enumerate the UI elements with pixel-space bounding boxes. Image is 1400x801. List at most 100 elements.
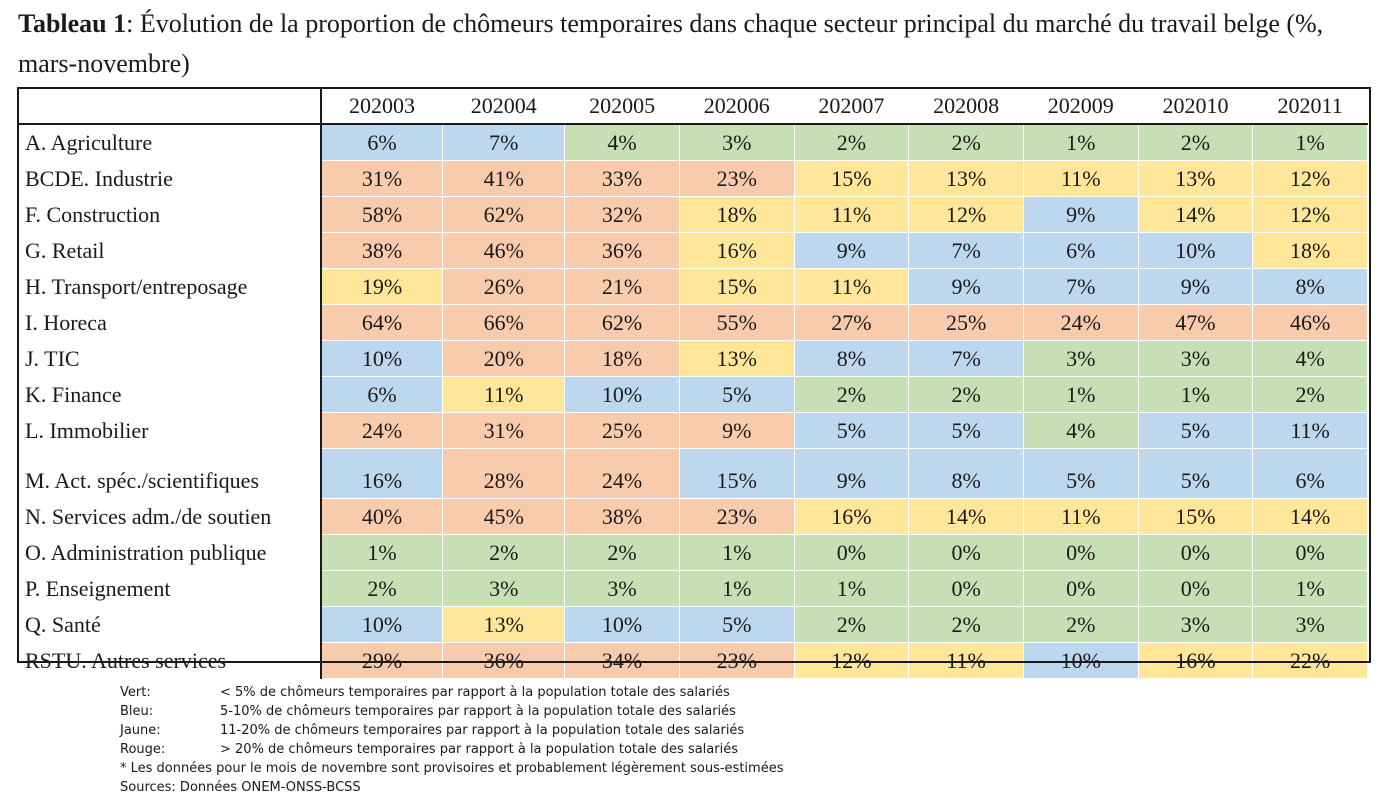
value-cell: 46% (442, 232, 566, 269)
value-cell: 3% (442, 570, 566, 607)
table-title-text: : Évolution de la proportion de chômeurs… (18, 9, 1324, 78)
value-cell: 13% (678, 340, 795, 377)
value-cell: 11% (1022, 160, 1139, 197)
value-cell: 2% (564, 534, 680, 571)
value-cell: 13% (442, 606, 566, 643)
value-cell: 10% (320, 606, 444, 643)
value-cell: 0% (1252, 534, 1368, 571)
value-cell: 0% (1137, 534, 1254, 571)
value-cell: 62% (564, 304, 680, 341)
value-cell: 41% (442, 160, 566, 197)
column-header: 202004 (442, 88, 566, 125)
row-label: RSTU. Autres services (17, 642, 322, 679)
value-cell: 2% (1022, 606, 1139, 643)
row-label: O. Administration publique (17, 534, 322, 571)
value-cell: 33% (564, 160, 680, 197)
table-row: G. Retail 38% 46% 36% 16% 9% 7% 6% 10% 18% (17, 232, 1368, 269)
legend-key: Rouge: (120, 742, 166, 757)
value-cell: 11% (1252, 412, 1368, 449)
legend-text: > 20% de chômeurs temporaires par rappor… (220, 742, 738, 757)
value-cell: 23% (678, 498, 795, 535)
value-cell: 23% (678, 642, 795, 679)
value-cell: 31% (442, 412, 566, 449)
value-cell: 8% (908, 448, 1024, 499)
table-row: Q. Santé 10% 13% 10% 5% 2% 2% 2% 3% 3% (17, 606, 1368, 643)
row-label: I. Horeca (17, 304, 322, 341)
value-cell: 2% (908, 123, 1024, 161)
value-cell: 10% (564, 376, 680, 413)
value-cell: 14% (1252, 498, 1368, 535)
value-cell: 66% (442, 304, 566, 341)
header-corner (17, 88, 322, 125)
column-header: 202003 (320, 88, 444, 125)
value-cell: 5% (1137, 412, 1254, 449)
value-cell: 7% (908, 232, 1024, 269)
value-cell: 26% (442, 268, 566, 305)
value-cell: 16% (678, 232, 795, 269)
value-cell: 15% (1137, 498, 1254, 535)
value-cell: 7% (1022, 268, 1139, 305)
value-cell: 15% (793, 160, 910, 197)
value-cell: 16% (320, 448, 444, 499)
table-row: N. Services adm./de soutien 40% 45% 38% 23% 1… (17, 498, 1368, 535)
value-cell: 13% (908, 160, 1024, 197)
value-cell: 3% (1137, 606, 1254, 643)
value-cell: 7% (442, 123, 566, 161)
value-cell: 1% (1022, 123, 1139, 161)
value-cell: 1% (320, 534, 444, 571)
value-cell: 6% (1252, 448, 1368, 499)
value-cell: 0% (908, 534, 1024, 571)
value-cell: 4% (1252, 340, 1368, 377)
value-cell: 45% (442, 498, 566, 535)
table-row: J. TIC 10% 20% 18% 13% 8% 7% 3% 3% 4% (17, 340, 1368, 377)
column-header: 202008 (908, 88, 1024, 125)
value-cell: 2% (442, 534, 566, 571)
value-cell: 5% (908, 412, 1024, 449)
table-row: O. Administration publique 1% 2% 2% 1% 0% 0% 0%… (17, 534, 1368, 571)
value-cell: 2% (320, 570, 444, 607)
value-cell: 9% (908, 268, 1024, 305)
value-cell: 2% (793, 376, 910, 413)
value-cell: 1% (1252, 123, 1368, 161)
value-cell: 21% (564, 268, 680, 305)
value-cell: 10% (1137, 232, 1254, 269)
value-cell: 13% (1137, 160, 1254, 197)
value-cell: 2% (1252, 376, 1368, 413)
value-cell: 23% (678, 160, 795, 197)
value-cell: 9% (793, 448, 910, 499)
row-label: P. Enseignement (17, 570, 322, 607)
value-cell: 58% (320, 196, 444, 233)
value-cell: 12% (1252, 160, 1368, 197)
legend-text: 5-10% de chômeurs temporaires par rappor… (220, 704, 736, 719)
value-cell: 14% (908, 498, 1024, 535)
table-row: BCDE. Industrie 31% 41% 33% 23% 15% 13% 11% 13% 1… (17, 160, 1368, 197)
value-cell: 2% (908, 376, 1024, 413)
value-cell: 24% (564, 448, 680, 499)
column-header: 202005 (564, 88, 680, 125)
value-cell: 2% (908, 606, 1024, 643)
row-label: H. Transport/entreposage (17, 268, 322, 305)
table-row: RSTU. Autres services 29% 36% 34% 23% 12% 11% 1… (17, 642, 1368, 679)
value-cell: 15% (678, 448, 795, 499)
table-row: P. Enseignement 2% 3% 3% 1% 1% 0% 0% 0% 1% (17, 570, 1368, 607)
value-cell: 27% (793, 304, 910, 341)
value-cell: 14% (1137, 196, 1254, 233)
value-cell: 3% (1137, 340, 1254, 377)
table-row: L. Immobilier 24% 31% 25% 9% 5% 5% 4% 5% 11% (17, 412, 1368, 449)
row-label: J. TIC (17, 340, 322, 377)
column-header: 202009 (1022, 88, 1139, 125)
legend-item: Jaune: 11-20% de chômeurs temporaires par… (120, 721, 783, 740)
value-cell: 0% (908, 570, 1024, 607)
value-cell: 6% (320, 376, 444, 413)
table-body: A. Agriculture 6% 7% 4% 3% 2% 2% 1% 2% 1% BCDE. In… (17, 123, 1368, 679)
value-cell: 46% (1252, 304, 1368, 341)
value-cell: 55% (678, 304, 795, 341)
value-cell: 11% (1022, 498, 1139, 535)
value-cell: 19% (320, 268, 444, 305)
value-cell: 4% (564, 123, 680, 161)
row-label: A. Agriculture (17, 123, 322, 161)
unemployment-table: 202003 202004 202005 202006 202007 202008 2020… (17, 88, 1368, 679)
value-cell: 11% (442, 376, 566, 413)
column-header: 202010 (1137, 88, 1254, 125)
row-label: Q. Santé (17, 606, 322, 643)
